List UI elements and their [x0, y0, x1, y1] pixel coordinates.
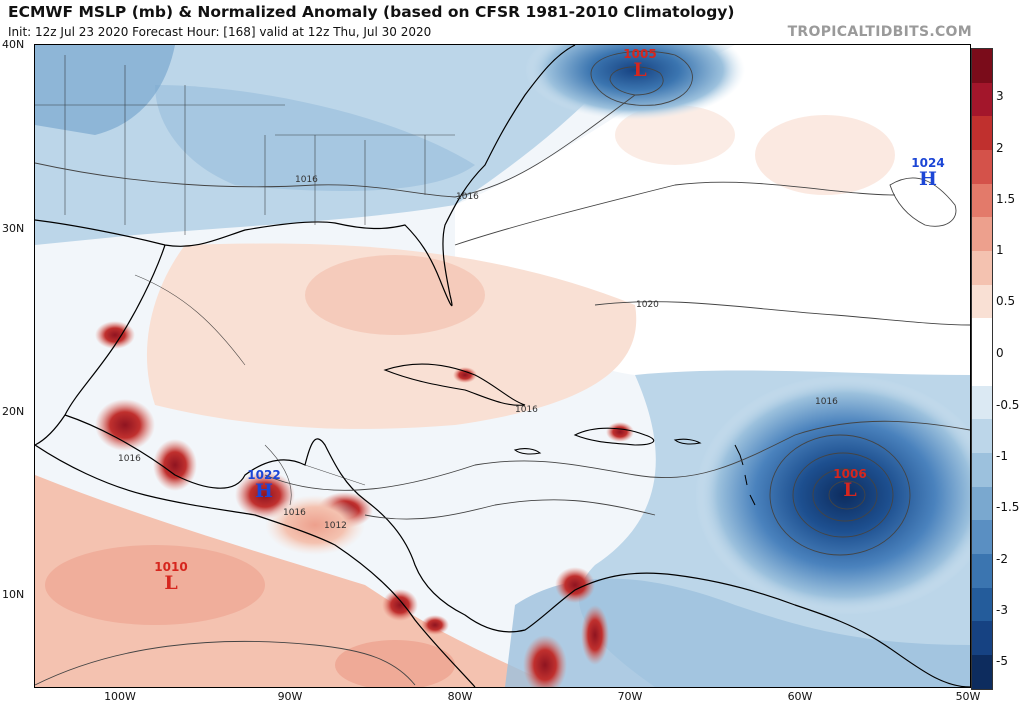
colorbar-swatch	[972, 150, 992, 184]
isobar-label: 1016	[295, 175, 318, 185]
colorbar-label: 3	[996, 89, 1004, 103]
colorbar-label: 0.5	[996, 294, 1016, 308]
colorbar-label: -2	[996, 552, 1008, 566]
pressure-type: H	[255, 480, 273, 502]
map-panel	[34, 44, 971, 688]
colorbar-swatch	[972, 385, 992, 420]
colorbar-swatch	[972, 352, 992, 386]
colorbar-swatch	[972, 251, 992, 285]
lon-label: 70W	[617, 690, 643, 703]
pressure-value: 1006	[833, 467, 867, 481]
colorbar-swatch	[972, 284, 992, 319]
colorbar-label: 0	[996, 346, 1004, 360]
colorbar-swatch	[972, 183, 992, 218]
map-title: ECMWF MSLP (mb) & Normalized Anomaly (ba…	[8, 3, 735, 21]
colorbar-label: -1	[996, 449, 1008, 463]
lon-label: 60W	[787, 690, 813, 703]
colorbar-label: 1.5	[996, 192, 1016, 206]
high-pressure-marker: 1024 H	[906, 157, 950, 189]
colorbar-swatch	[972, 318, 992, 353]
pressure-value: 1010	[154, 560, 188, 574]
colorbar-swatch	[972, 587, 992, 622]
pressure-type: L	[843, 479, 857, 501]
colorbar-label: -5	[996, 654, 1008, 668]
colorbar-label: -3	[996, 603, 1008, 617]
anomaly-map	[35, 45, 970, 687]
high-pressure-marker: 1022 H	[242, 469, 286, 501]
colorbar-swatch	[972, 419, 992, 454]
colorbar-swatch	[972, 520, 992, 555]
lon-label: 90W	[277, 690, 303, 703]
lat-label: 10N	[2, 588, 25, 601]
colorbar-swatch	[972, 49, 992, 83]
low-pressure-marker: 1005 L	[618, 48, 662, 80]
isobar-label: 1016	[118, 454, 141, 464]
pressure-type: H	[919, 168, 937, 190]
pressure-value: 1022	[247, 468, 281, 482]
isobar-label: 1020	[636, 300, 659, 310]
lon-label: 80W	[447, 690, 473, 703]
colorbar-label: 1	[996, 243, 1004, 257]
colorbar	[971, 48, 993, 690]
isobar-label: 1016	[515, 405, 538, 415]
lon-label: 100W	[104, 690, 136, 703]
low-pressure-marker: 1006 L	[828, 468, 872, 500]
colorbar-swatch	[972, 655, 992, 689]
lon-label: 50W	[955, 690, 981, 703]
pressure-type: L	[164, 572, 178, 594]
colorbar-label: -0.5	[996, 398, 1020, 412]
lat-label: 30N	[2, 222, 25, 235]
map-subtitle: Init: 12z Jul 23 2020 Forecast Hour: [16…	[8, 25, 432, 39]
pressure-value: 1024	[911, 156, 945, 170]
colorbar-swatch	[972, 453, 992, 487]
isobar-label: 1016	[456, 192, 479, 202]
colorbar-swatch	[972, 116, 992, 151]
isobar-label: 1016	[283, 508, 306, 518]
low-pressure-marker: 1010 L	[149, 561, 193, 593]
colorbar-swatch	[972, 621, 992, 656]
colorbar-label: -1.5	[996, 500, 1020, 514]
colorbar-label: 2	[996, 141, 1004, 155]
lat-label: 20N	[2, 405, 25, 418]
isobar-label: 1016	[815, 397, 838, 407]
colorbar-swatch	[972, 554, 992, 588]
pressure-type: L	[633, 59, 647, 81]
colorbar-swatch	[972, 82, 992, 117]
lat-label: 40N	[2, 38, 25, 51]
colorbar-swatch	[972, 217, 992, 252]
site-credit: TROPICALTIDBITS.COM	[787, 24, 972, 40]
colorbar-swatch	[972, 486, 992, 521]
pressure-value: 1005	[623, 47, 657, 61]
isobar-label: 1012	[324, 521, 347, 531]
